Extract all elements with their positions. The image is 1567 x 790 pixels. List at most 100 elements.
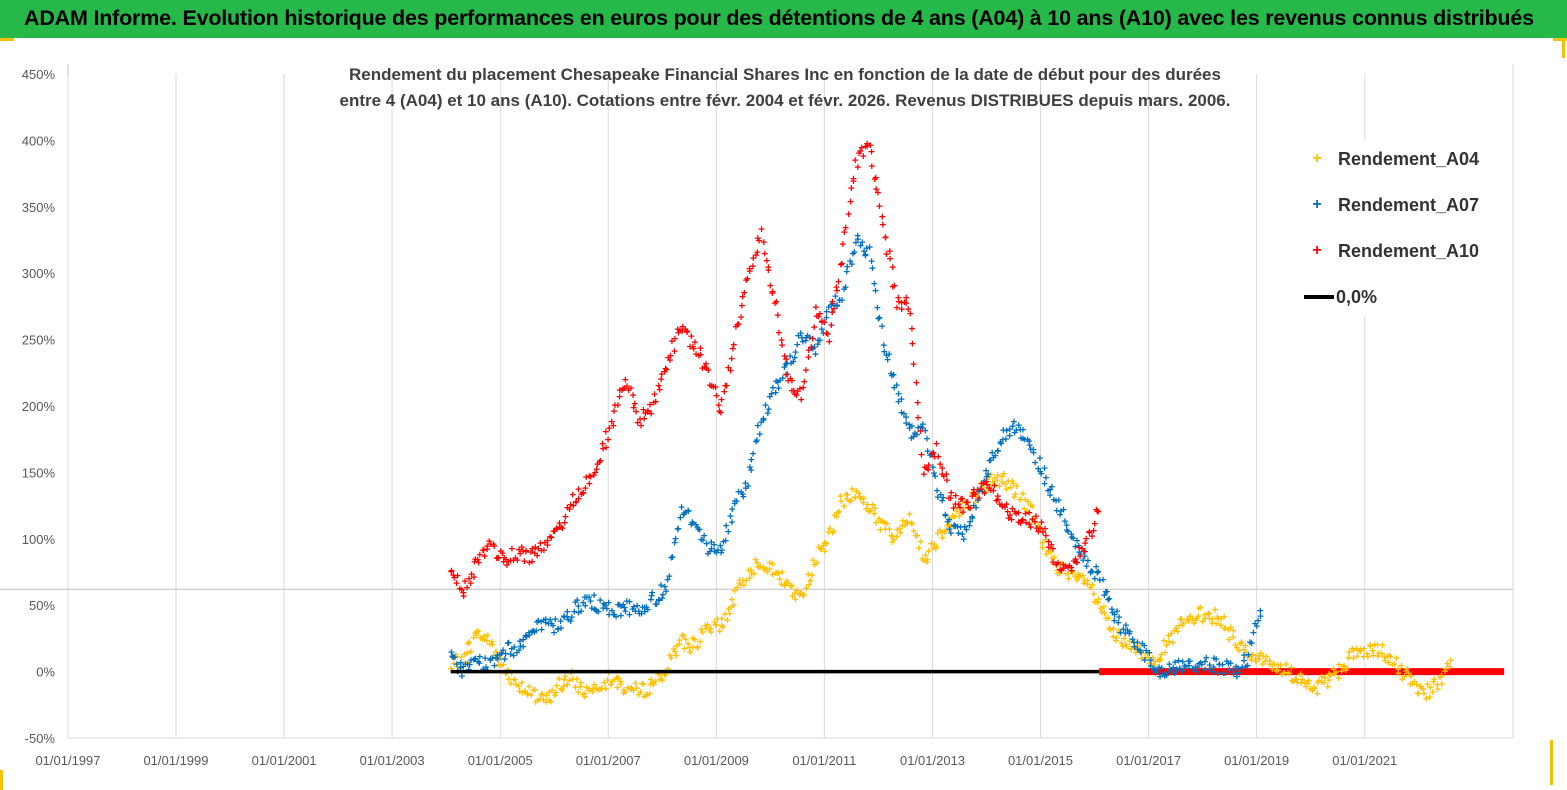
point-Rendement_A07: + (1143, 644, 1150, 657)
point-Rendement_A04: + (614, 681, 621, 694)
point-Rendement_A04: + (809, 569, 816, 582)
y-tick-label: 450% (22, 67, 56, 82)
point-Rendement_A10: + (839, 238, 846, 251)
point-Rendement_A10: + (857, 145, 864, 158)
point-Rendement_A04: + (752, 553, 759, 566)
point-Rendement_A04: + (1055, 567, 1062, 580)
point-Rendement_A04: + (1144, 647, 1151, 660)
point-Rendement_A04: + (1255, 649, 1262, 662)
point-Rendement_A07: + (922, 424, 929, 437)
point-Rendement_A07: + (1111, 608, 1118, 621)
point-Rendement_A04: + (984, 473, 991, 486)
point-Rendement_A07: + (609, 604, 616, 617)
point-Rendement_A04: + (687, 645, 694, 658)
point-Rendement_A07: + (1147, 659, 1154, 672)
point-Rendement_A04: + (1430, 675, 1437, 688)
point-Rendement_A04: + (714, 612, 721, 625)
point-Rendement_A10: + (553, 521, 560, 534)
point-Rendement_A10: + (805, 343, 812, 356)
point-Rendement_A04: + (1405, 667, 1412, 680)
point-Rendement_A04: + (1087, 581, 1094, 594)
point-Rendement_A10: + (526, 556, 533, 569)
point-Rendement_A10: + (773, 295, 780, 308)
point-Rendement_A04: + (1404, 662, 1411, 675)
point-Rendement_A04: + (954, 500, 961, 513)
point-Rendement_A07: + (908, 432, 915, 445)
point-Rendement_A07: + (649, 586, 656, 599)
point-Rendement_A10: + (1013, 507, 1020, 520)
point-Rendement_A07: + (526, 626, 533, 639)
point-Rendement_A04: + (972, 490, 979, 503)
point-Rendement_A07: + (457, 661, 464, 674)
point-Rendement_A04: + (1421, 687, 1428, 700)
y-tick-label: 350% (22, 200, 56, 215)
point-Rendement_A10: + (656, 383, 663, 396)
point-Rendement_A04: + (458, 661, 465, 674)
point-Rendement_A10: + (638, 419, 645, 432)
point-Rendement_A04: + (815, 541, 822, 554)
point-Rendement_A10: + (964, 496, 971, 509)
point-Rendement_A07: + (618, 609, 625, 622)
point-Rendement_A04: + (956, 510, 963, 523)
point-Rendement_A07: + (1091, 572, 1098, 585)
point-Rendement_A04: + (1187, 609, 1194, 622)
point-Rendement_A04: + (858, 492, 865, 505)
point-Rendement_A10: + (957, 501, 964, 514)
point-Rendement_A04: + (490, 649, 497, 662)
point-Rendement_A10: + (876, 199, 883, 212)
point-Rendement_A07: + (678, 500, 685, 513)
point-Rendement_A07: + (717, 539, 724, 552)
point-Rendement_A07: + (1146, 646, 1153, 659)
point-Rendement_A07: + (732, 494, 739, 507)
point-Rendement_A07: + (468, 653, 475, 666)
point-Rendement_A04: + (676, 637, 683, 650)
point-Rendement_A04: + (534, 694, 541, 707)
point-Rendement_A10: + (1008, 513, 1015, 526)
point-Rendement_A04: + (472, 627, 479, 640)
point-Rendement_A07: + (660, 588, 667, 601)
point-Rendement_A04: + (1257, 647, 1264, 660)
point-Rendement_A07: + (542, 616, 549, 629)
point-Rendement_A10: + (839, 257, 846, 270)
point-Rendement_A10: + (882, 231, 889, 244)
point-Rendement_A07: + (1030, 443, 1037, 456)
point-Rendement_A10: + (572, 496, 579, 509)
point-Rendement_A10: + (1086, 525, 1093, 538)
point-Rendement_A04: + (1054, 564, 1061, 577)
point-Rendement_A10: + (909, 337, 916, 350)
point-Rendement_A07: + (994, 445, 1001, 458)
point-Rendement_A07: + (989, 446, 996, 459)
point-Rendement_A07: + (1037, 452, 1044, 465)
point-Rendement_A04: + (603, 682, 610, 695)
point-Rendement_A07: + (639, 601, 646, 614)
point-Rendement_A04: + (1403, 664, 1410, 677)
point-Rendement_A07: + (1011, 415, 1018, 428)
point-Rendement_A04: + (743, 574, 750, 587)
point-Rendement_A04: + (562, 670, 569, 683)
point-Rendement_A04: + (893, 530, 900, 543)
point-Rendement_A07: + (661, 580, 668, 593)
point-Rendement_A07: + (517, 640, 524, 653)
point-Rendement_A07: + (1134, 636, 1141, 649)
point-Rendement_A07: + (564, 610, 571, 623)
point-Rendement_A10: + (1094, 505, 1101, 518)
point-Rendement_A04: + (1248, 649, 1255, 662)
point-Rendement_A07: + (1126, 625, 1133, 638)
point-Rendement_A07: + (857, 239, 864, 252)
point-Rendement_A04: + (1042, 533, 1049, 546)
point-Rendement_A04: + (465, 637, 472, 650)
point-Rendement_A04: + (1174, 625, 1181, 638)
point-Rendement_A04: + (630, 683, 637, 696)
point-Rendement_A07: + (1181, 659, 1188, 672)
point-Rendement_A04: + (969, 487, 976, 500)
point-Rendement_A10: + (1066, 559, 1073, 572)
point-Rendement_A10: + (792, 388, 799, 401)
point-Rendement_A04: + (897, 526, 904, 539)
point-Rendement_A04: + (658, 668, 665, 681)
point-Rendement_A04: + (1139, 647, 1146, 660)
point-Rendement_A07: + (799, 331, 806, 344)
point-Rendement_A04: + (792, 587, 799, 600)
point-Rendement_A07: + (545, 617, 552, 630)
point-Rendement_A07: + (850, 247, 857, 260)
point-Rendement_A07: + (1117, 626, 1124, 639)
